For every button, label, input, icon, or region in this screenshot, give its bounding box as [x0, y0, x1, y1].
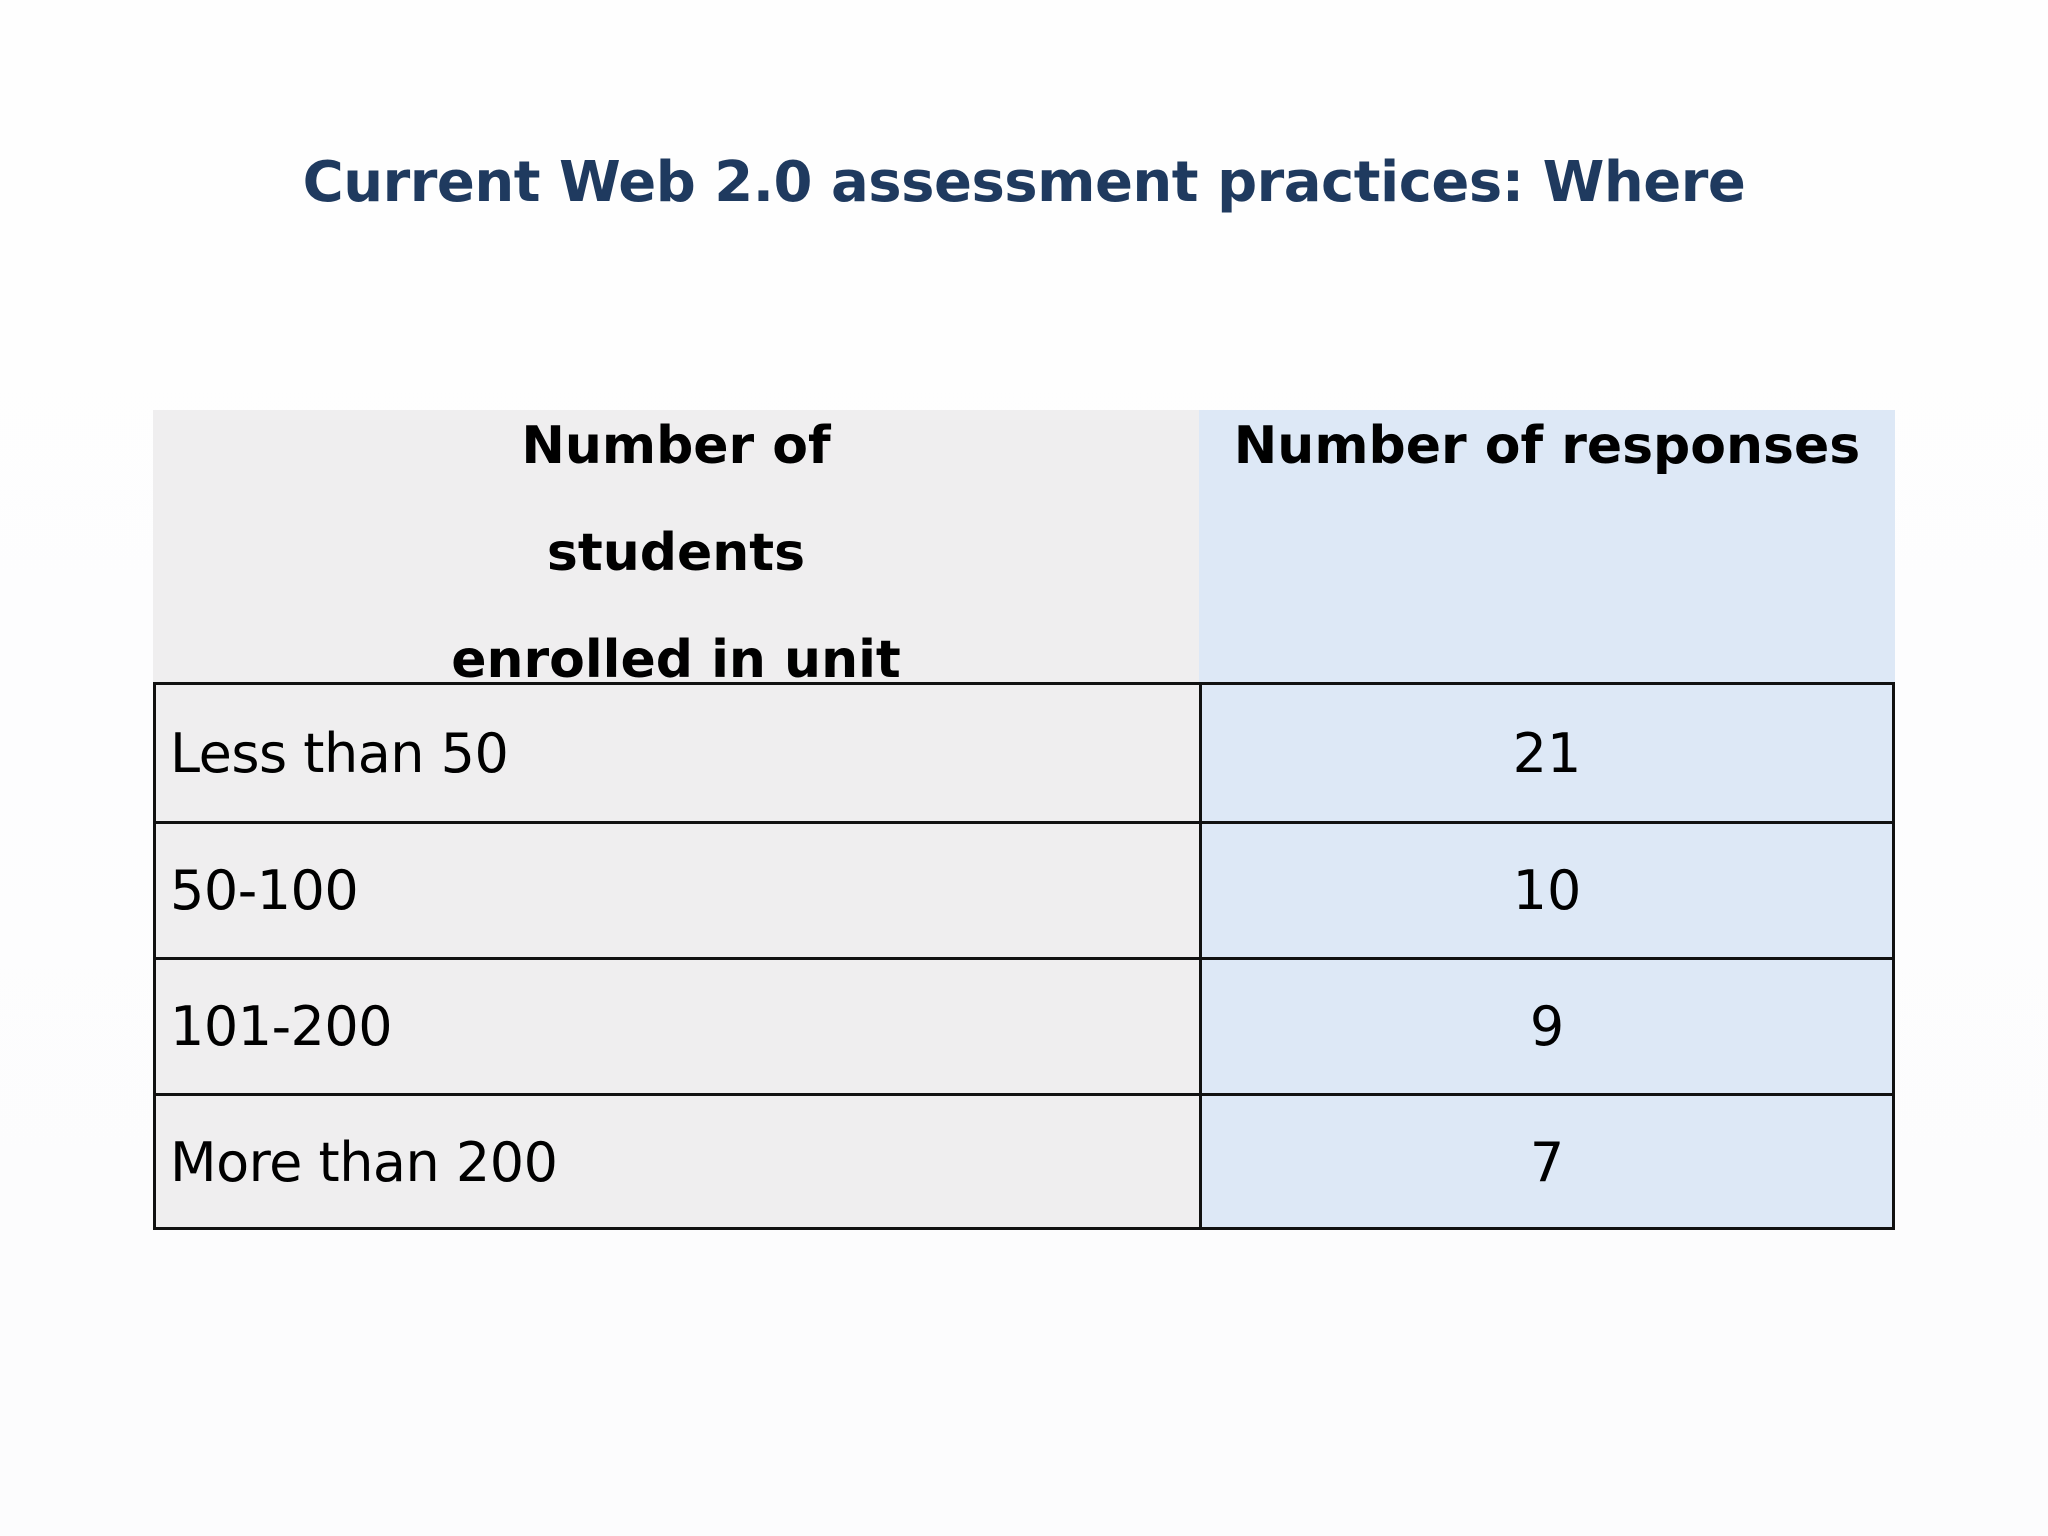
table-row: 101-200 9	[156, 957, 1892, 1093]
enrolled-cell: Less than 50	[170, 721, 509, 785]
table-body: Less than 50 21 50-100 10 101-200 9 More…	[153, 682, 1895, 1230]
table-row: 50-100 10	[156, 821, 1892, 957]
enrolled-cell: More than 200	[170, 1131, 558, 1194]
header-number-of-responses: Number of responses	[1233, 416, 1861, 476]
enrolled-cell: 50-100	[170, 859, 359, 922]
table-header-row: Number of students enrolled in unit Numb…	[153, 410, 1895, 690]
header-students-line2: enrolled in unit	[451, 630, 901, 690]
column-divider	[1199, 960, 1202, 1093]
header-students-line1: Number of students	[521, 416, 831, 583]
table-row: Less than 50 21	[156, 685, 1892, 821]
column-divider	[1199, 1096, 1202, 1229]
responses-cell: 10	[1512, 859, 1582, 922]
column-divider	[1199, 685, 1202, 821]
enrollment-table: Number of students enrolled in unit Numb…	[153, 410, 1895, 1230]
enrolled-cell: 101-200	[170, 995, 393, 1058]
slide-title: Current Web 2.0 assessment practices: Wh…	[302, 150, 1746, 215]
responses-cell: 9	[1529, 995, 1565, 1058]
responses-cell: 21	[1512, 721, 1582, 785]
header-students-enrolled: Number of students enrolled in unit	[153, 393, 1199, 690]
column-divider	[1199, 824, 1202, 957]
table-row: More than 200 7	[156, 1093, 1892, 1229]
responses-cell: 7	[1529, 1131, 1565, 1194]
